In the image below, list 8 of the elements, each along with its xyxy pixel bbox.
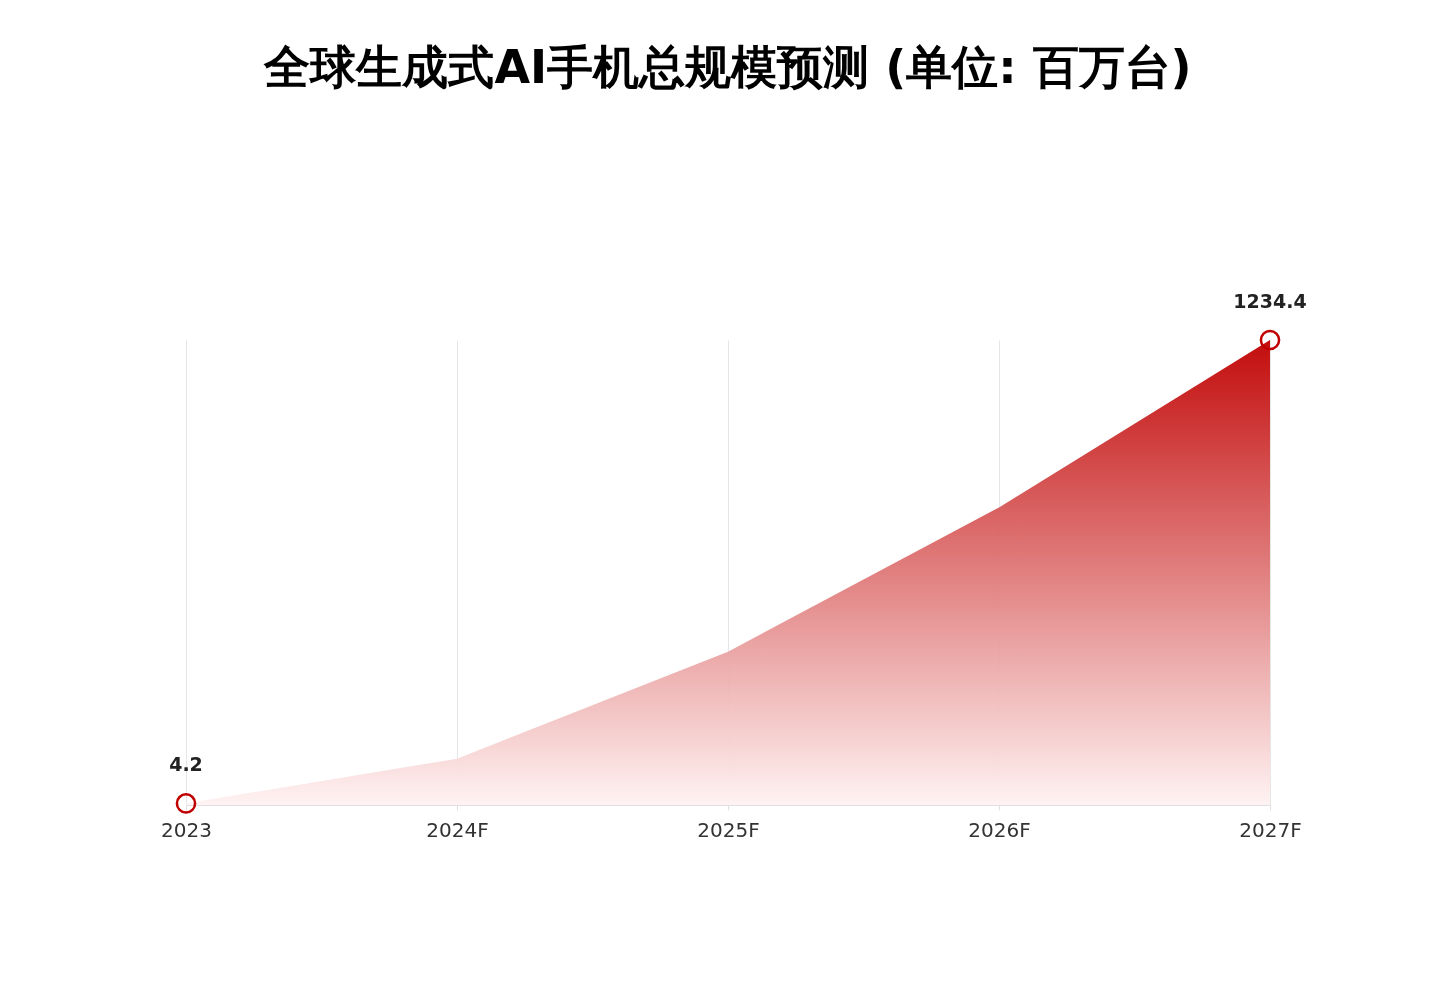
data-label: 4.2 <box>169 753 203 776</box>
x-tick-label: 2026F <box>968 817 1031 842</box>
chart-title: 全球生成式AI手机总规模预测 (单位: 百万台) <box>263 40 1192 94</box>
x-tick-label: 2027F <box>1239 817 1302 842</box>
x-tick-label: 2024F <box>426 817 489 842</box>
x-tick-label: 2025F <box>697 817 760 842</box>
data-label: 1234.4 <box>1233 290 1307 312</box>
x-tick-label: 2023 <box>161 817 212 842</box>
